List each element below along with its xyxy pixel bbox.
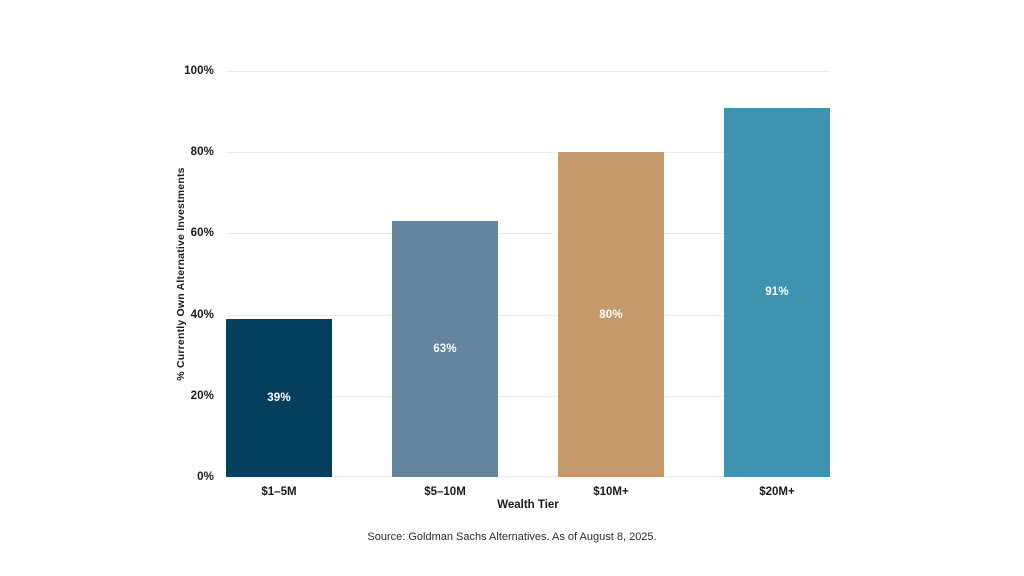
bar-value-label: 91% <box>765 286 789 299</box>
bar-5-10m: 63% <box>392 221 498 477</box>
y-tick-label: 80% <box>190 146 214 159</box>
bar-value-label: 63% <box>433 343 457 356</box>
x-axis-title: Wealth Tier <box>497 499 559 511</box>
x-tick-label: $20M+ <box>759 486 795 498</box>
gridline-0pct-baseline <box>226 476 830 477</box>
source-note: Source: Goldman Sachs Alternatives. As o… <box>367 531 657 543</box>
y-tick-label: 20% <box>190 389 214 402</box>
y-tick-label: 60% <box>190 227 214 240</box>
bar-value-label: 80% <box>599 308 623 321</box>
gridline-20pct <box>226 395 830 397</box>
gridline-80pct <box>226 152 830 154</box>
gridline-40pct <box>226 314 830 316</box>
y-tick-label: 100% <box>184 65 214 77</box>
bar-10m-plus: 80% <box>558 152 664 477</box>
bar-1-5m: 39% <box>226 318 332 477</box>
x-tick-label: $1–5M <box>261 486 297 498</box>
gridline-100pct <box>226 71 830 72</box>
x-tick-label: $10M+ <box>593 486 629 498</box>
bar-20m-plus: 91% <box>724 107 830 477</box>
y-tick-label: 0% <box>197 471 214 483</box>
x-tick-label: $5–10M <box>424 486 466 498</box>
gridline-60pct <box>226 233 830 235</box>
y-tick-label: 40% <box>190 308 214 321</box>
bar-value-label: 39% <box>267 391 291 404</box>
y-axis-title: % Currently Own Alternative Investments <box>175 167 187 381</box>
plot-area: 100% 80% 60% 40% 20% 0% 39% 63% 80% 91% … <box>184 65 830 498</box>
